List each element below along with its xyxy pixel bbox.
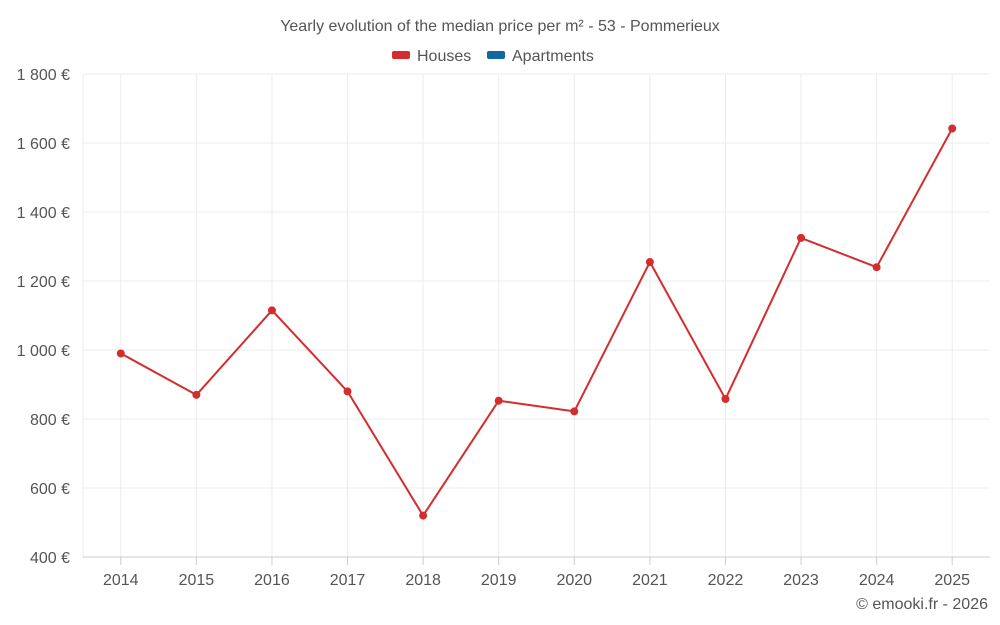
data-point-houses[interactable] xyxy=(116,349,125,358)
legend-item-houses[interactable]: Houses xyxy=(392,48,471,65)
data-point-houses[interactable] xyxy=(645,258,654,267)
y-axis-ticks: 400 € 600 € 800 € 1 000 € 1 200 € 1 400 € 1 60… xyxy=(17,67,70,567)
x-tick-label: 2023 xyxy=(783,572,819,589)
y-tick-label: 1 000 € xyxy=(17,343,70,360)
chart-title: Yearly evolution of the median price per… xyxy=(280,18,720,35)
x-tick-label: 2015 xyxy=(179,572,215,589)
x-tick-label: 2022 xyxy=(708,572,744,589)
grid xyxy=(82,73,990,558)
x-tick-label: 2020 xyxy=(556,572,592,589)
y-tick-label: 1 800 € xyxy=(17,67,70,84)
x-axis-ticks: 2014 2015 2016 2017 2018 2019 2020 2021 2022 2023… xyxy=(103,557,970,589)
data-point-houses[interactable] xyxy=(721,394,730,403)
credit-text: © emooki.fr - 2026 xyxy=(856,596,988,613)
series-houses xyxy=(116,124,957,520)
x-tick-label: 2019 xyxy=(481,572,517,589)
data-point-houses[interactable] xyxy=(419,511,428,520)
x-tick-label: 2014 xyxy=(103,572,139,589)
data-point-houses[interactable] xyxy=(797,233,806,242)
data-point-houses[interactable] xyxy=(948,124,957,133)
legend-swatch-apartments xyxy=(487,51,505,59)
y-tick-label: 1 600 € xyxy=(17,136,70,153)
data-point-houses[interactable] xyxy=(872,263,881,272)
y-tick-label: 400 € xyxy=(30,550,70,567)
series-line-houses xyxy=(120,128,954,517)
x-tick-label: 2025 xyxy=(934,572,970,589)
legend-label-houses: Houses xyxy=(417,48,471,65)
y-tick-label: 600 € xyxy=(30,481,70,498)
data-point-houses[interactable] xyxy=(494,396,503,405)
data-point-houses[interactable] xyxy=(570,407,579,416)
legend-label-apartments: Apartments xyxy=(512,48,594,65)
x-tick-label: 2018 xyxy=(405,572,441,589)
data-point-houses[interactable] xyxy=(192,390,201,399)
x-tick-label: 2021 xyxy=(632,572,668,589)
legend-item-apartments[interactable]: Apartments xyxy=(487,48,594,65)
y-tick-label: 1 200 € xyxy=(17,274,70,291)
x-tick-label: 2017 xyxy=(330,572,366,589)
legend: Houses Apartments xyxy=(392,48,594,65)
x-tick-label: 2016 xyxy=(254,572,290,589)
x-tick-label: 2024 xyxy=(859,572,895,589)
y-tick-label: 800 € xyxy=(30,412,70,429)
legend-swatch-houses xyxy=(392,51,410,59)
data-point-houses[interactable] xyxy=(343,387,352,396)
data-point-houses[interactable] xyxy=(267,306,276,315)
y-tick-label: 1 400 € xyxy=(17,205,70,222)
